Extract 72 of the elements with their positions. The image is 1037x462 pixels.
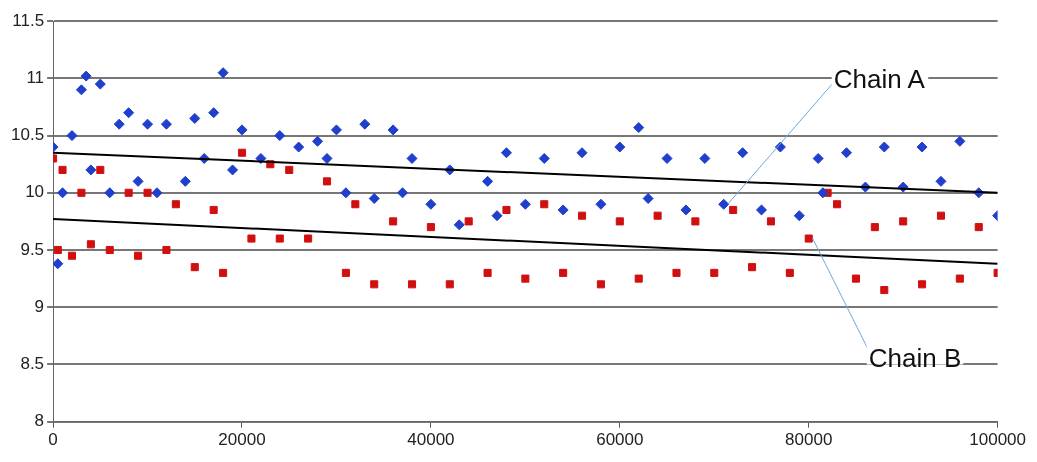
point [341,268,350,277]
x-tick-label: 40000 [407,430,455,450]
point [96,165,105,174]
point [445,280,454,289]
point [540,200,549,209]
y-tick-label: 8 [34,411,45,431]
point [483,268,492,277]
point [247,234,256,243]
point [748,263,757,272]
point [596,280,605,289]
point [729,205,738,214]
point [105,245,114,255]
point [766,217,775,226]
point [322,177,332,186]
point [785,268,794,277]
x-tick-label: 20000 [218,430,266,450]
point [502,205,511,214]
y-tick-label: 9.5 [20,239,45,259]
point [634,274,643,283]
point [851,274,860,283]
point [804,234,813,243]
point [86,240,95,249]
point [53,245,62,255]
point [351,200,360,209]
point [426,223,435,232]
x-tick-label: 60000 [596,430,644,450]
y-tick-label: 11.5 [12,10,45,30]
point [143,188,152,197]
point [171,200,180,209]
point [67,251,77,260]
point [190,263,199,272]
y-tick-label: 10.5 [10,125,45,145]
point [389,217,398,226]
point [285,165,294,174]
point [653,211,662,220]
x-tick-label: 0 [48,430,58,450]
point [304,234,313,243]
series-label: Chain A [833,64,926,95]
point [407,280,417,289]
point [77,188,86,197]
point [464,217,473,226]
point [370,280,379,289]
series-label: Chain B [868,342,962,373]
point [870,223,879,232]
point [974,223,983,232]
y-tick-label: 10 [25,182,45,202]
x-tick-label: 100000 [969,430,1026,450]
y-tick-label: 8.5 [20,354,45,374]
point [710,268,719,277]
point [899,217,908,226]
point [559,268,568,277]
point [209,205,218,214]
point [219,268,228,277]
point [833,200,842,209]
point [955,274,964,283]
point [615,217,624,226]
point [880,286,889,295]
point [672,268,681,277]
point [691,217,700,226]
point [936,211,945,220]
point [58,165,67,174]
x-tick-label: 80000 [785,430,833,450]
point [134,251,143,260]
point [162,245,171,255]
y-tick-label: 9 [34,296,45,316]
point [237,148,247,157]
point [275,234,284,243]
point [521,274,530,283]
point [124,188,133,197]
point [578,211,587,220]
point [918,280,927,289]
y-tick-label: 11 [26,68,45,88]
